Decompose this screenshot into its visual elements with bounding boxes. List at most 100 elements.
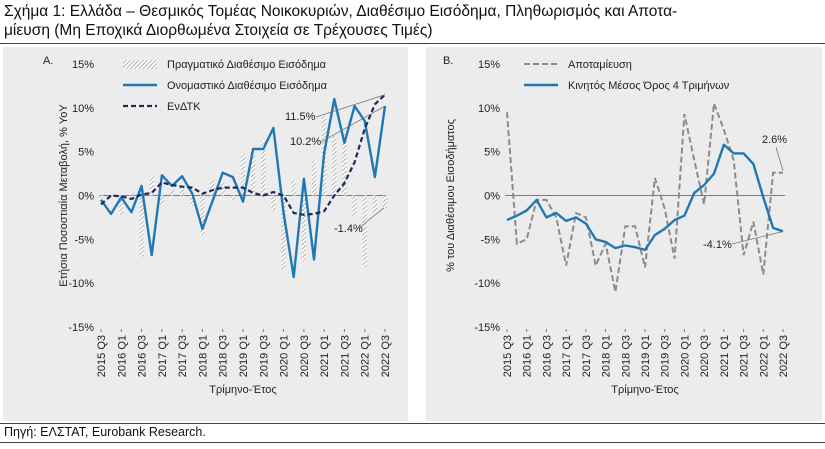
a-xtick-13: 2022 Q1 (360, 335, 372, 377)
chart-a: A. 15% 10% 5% 0% -5% -10% -15% Ετήσια Ποσοστιαία… (43, 55, 392, 396)
a-ytick-2: 5% (78, 147, 94, 159)
a-bar-6 (159, 195, 164, 205)
a-bar-0 (98, 195, 104, 201)
b-xtick-8: 2019 Q3 (660, 335, 672, 377)
a-xtick-8: 2019 Q3 (258, 335, 270, 377)
a-bar-9 (190, 195, 195, 207)
b-xtick-9: 2020 Q1 (679, 335, 691, 377)
b-xtick-2: 2016 Q3 (541, 335, 553, 377)
source-note: Πηγή: ΕΛΣΤΑΤ, Eurobank Research. (4, 425, 206, 439)
b-annotation-1-leader (731, 231, 784, 245)
figure-title-line-1: Σχήμα 1: Ελλάδα – Θεσμικός Τομέας Νοικοκ… (4, 3, 678, 20)
b-ytick-2: 5% (484, 147, 500, 159)
b-xtick-14: 2022 Q3 (778, 335, 790, 377)
chart-b: B. 15% 10% 5% 0% -5% -10% -15% % του Διαθέσιμου … (443, 55, 790, 396)
b-ytick-0: 15% (478, 59, 500, 71)
bottom-rule (0, 442, 825, 443)
a-xtick-14: 2022 Q3 (380, 335, 392, 377)
a-bar-5 (149, 176, 154, 196)
a-xtick-6: 2018 Q3 (218, 335, 230, 377)
a-bar-27 (372, 195, 377, 213)
panel-a: A. 15% 10% 5% 0% -5% -10% -15% Ετήσια Ποσοστιαία… (3, 47, 408, 421)
a-ylabel: Ετήσια Ποσοστιαία Μεταβολή, % YoY (58, 104, 70, 287)
b-ytick-5: -10% (474, 278, 500, 290)
a-annotation-0-leader (315, 94, 386, 118)
a-line-hicp (100, 93, 386, 216)
a-bar-14 (240, 153, 246, 196)
source-rule (0, 423, 825, 424)
figure-title: Σχήμα 1: Ελλάδα – Θεσμικός Τομέας Νοικοκ… (4, 2, 819, 40)
a-annotation-1: 10.2% (290, 136, 321, 148)
b-xtick-12: 2021 Q3 (739, 335, 751, 377)
a-legend-label-2: ΕνΔΤΚ (167, 101, 201, 113)
a-xlabel: Τρίμηνο-Έτος (209, 384, 276, 396)
a-xtick-5: 2018 Q1 (197, 335, 209, 377)
a-bar-13 (230, 195, 235, 201)
b-ytick-6: -15% (474, 322, 500, 334)
figure-title-line-2: μίευση (Μη Εποχικά Διορθωμένα Στοιχεία σ… (4, 22, 433, 39)
b-xtick-6: 2018 Q3 (620, 335, 632, 377)
b-xtick-5: 2018 Q1 (601, 335, 613, 377)
b-panel-label: B. (443, 55, 453, 67)
b-xlabel: Τρίμηνο-Έτος (611, 384, 678, 396)
b-xtick-13: 2022 Q1 (758, 335, 770, 377)
a-line-nominal (100, 97, 387, 279)
b-line-savings (506, 103, 783, 293)
panel-b: B. 15% 10% 5% 0% -5% -10% -15% % του Διαθέσιμου … (426, 47, 822, 421)
a-ytick-0: 15% (72, 59, 94, 71)
b-xtick-3: 2017 Q1 (561, 335, 573, 377)
a-bar-19 (291, 180, 296, 196)
b-line-moving-average (506, 143, 784, 252)
a-ytick-3: 0% (78, 191, 94, 203)
b-annotation-1: -4.1% (703, 239, 732, 251)
a-panel-label: A. (43, 55, 53, 67)
a-ytick-4: -5% (74, 234, 94, 246)
a-bar-1 (109, 195, 114, 197)
a-bar-16 (261, 141, 266, 196)
a-bar-8 (180, 185, 185, 196)
a-xtick-9: 2020 Q1 (279, 335, 291, 377)
a-bar-7 (169, 190, 175, 196)
a-annotation-1-leader (320, 105, 386, 143)
a-xtick-12: 2021 Q3 (339, 335, 351, 377)
a-xtick-11: 2021 Q1 (319, 335, 331, 377)
a-bar-24 (342, 134, 347, 196)
a-xtick-0: 2015 Q3 (96, 335, 108, 377)
a-bar-26 (362, 195, 367, 268)
a-annotation-0: 11.5% (285, 111, 316, 123)
b-xtick-4: 2017 Q3 (581, 335, 593, 377)
a-bar-3 (129, 192, 134, 196)
a-ytick-1: 10% (72, 103, 94, 115)
a-ytick-6: -15% (68, 322, 94, 334)
b-xtick-11: 2021 Q1 (719, 335, 731, 377)
a-bar-18 (281, 195, 286, 271)
b-ytick-3: 0% (484, 191, 500, 203)
a-bar-17 (271, 195, 276, 211)
b-legend-label-0: Αποταμίευση (568, 59, 632, 71)
a-ytick-5: -10% (68, 278, 94, 290)
a-xtick-2: 2016 Q3 (137, 335, 149, 377)
a-bar-11 (210, 179, 215, 196)
a-bar-21 (311, 160, 317, 196)
b-xtick-10: 2020 Q3 (699, 335, 711, 377)
a-legend-label-0: Πραγματικό Διαθέσιμο Εισόδημα (167, 59, 327, 71)
b-ytick-1: 10% (478, 103, 500, 115)
a-annotation-2-leader (359, 207, 385, 228)
b-annotation-0-leader (775, 146, 784, 171)
a-xtick-3: 2017 Q1 (157, 335, 169, 377)
b-xtick-7: 2019 Q1 (640, 335, 652, 377)
a-bar-28 (382, 195, 388, 208)
a-xtick-7: 2019 Q1 (238, 335, 250, 377)
a-bar-4 (139, 195, 144, 257)
a-bar-15 (251, 155, 256, 196)
a-legend-label-1: Ονομαστικό Διαθέσιμο Εισόδημα (167, 80, 328, 92)
a-xtick-1: 2016 Q1 (116, 335, 128, 377)
b-xtick-0: 2015 Q3 (502, 335, 514, 377)
a-bar-25 (352, 195, 357, 217)
b-xtick-1: 2016 Q1 (522, 335, 534, 377)
a-bar-20 (301, 195, 306, 262)
b-legend-label-1: Κινητός Μέσος Όρος 4 Τριμήνων (568, 80, 730, 92)
a-bar-12 (220, 182, 225, 196)
title-rule (0, 43, 825, 44)
a-annotation-2: -1.4% (334, 223, 363, 235)
